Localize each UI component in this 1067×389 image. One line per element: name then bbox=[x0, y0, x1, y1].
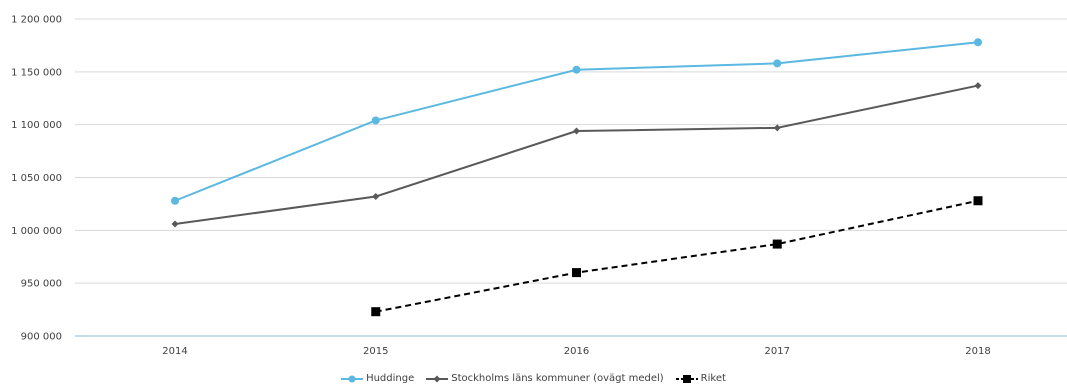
series-line bbox=[375, 199, 979, 313]
x-tick-label: 2018 bbox=[965, 346, 990, 357]
y-axis-ticks: 900 000 950 000 1 000 000 1 050 000 1 100 00… bbox=[11, 15, 62, 343]
legend-item: Stockholms läns kommuner (ovägt medel) bbox=[426, 373, 664, 384]
data-point bbox=[372, 193, 380, 201]
data-point bbox=[171, 220, 179, 228]
y-tick-label: 1 050 000 bbox=[11, 173, 62, 184]
data-point bbox=[572, 268, 581, 278]
data-point bbox=[573, 127, 580, 135]
x-tick-label: 2017 bbox=[765, 346, 790, 357]
data-point bbox=[773, 59, 782, 68]
x-tick-label: 2015 bbox=[363, 346, 388, 357]
series-lines bbox=[171, 38, 983, 317]
series-group bbox=[171, 82, 982, 228]
data-point bbox=[773, 124, 781, 132]
legend-item: Huddinge bbox=[341, 373, 414, 384]
y-tick-label: 1 000 000 bbox=[11, 226, 62, 237]
legend-label: Stockholms läns kommuner (ovägt medel) bbox=[451, 373, 664, 384]
chart-legend: Huddinge Stockholms läns kommuner (ovägt … bbox=[0, 373, 1067, 384]
series-line bbox=[174, 84, 979, 225]
x-tick-label: 2016 bbox=[564, 346, 589, 357]
y-tick-label: 1 150 000 bbox=[11, 67, 62, 78]
legend-swatch bbox=[426, 375, 449, 382]
line-chart: 900 000 950 000 1 000 000 1 050 000 1 100 00… bbox=[11, 15, 1067, 357]
legend-label: Huddinge bbox=[366, 373, 415, 384]
legend-item: Riket bbox=[675, 373, 726, 384]
legend-swatch bbox=[675, 374, 698, 383]
gridlines bbox=[75, 18, 1067, 337]
series-group bbox=[171, 38, 982, 205]
data-point bbox=[974, 82, 982, 90]
data-point bbox=[171, 196, 179, 205]
data-point bbox=[572, 65, 581, 74]
series-group bbox=[371, 196, 983, 317]
data-point bbox=[772, 239, 782, 249]
legend-label: Riket bbox=[700, 373, 726, 384]
y-tick-label: 1 200 000 bbox=[11, 15, 62, 26]
data-point bbox=[974, 38, 982, 47]
data-point bbox=[973, 196, 983, 206]
data-point bbox=[371, 307, 381, 317]
x-axis-ticks: 2014 2015 2016 2017 2018 bbox=[162, 346, 990, 357]
y-tick-label: 900 000 bbox=[21, 332, 62, 343]
y-tick-label: 1 100 000 bbox=[11, 120, 62, 131]
legend-swatch bbox=[341, 375, 364, 382]
x-tick-label: 2014 bbox=[162, 346, 187, 357]
y-tick-label: 950 000 bbox=[21, 279, 62, 290]
data-point bbox=[371, 116, 380, 125]
